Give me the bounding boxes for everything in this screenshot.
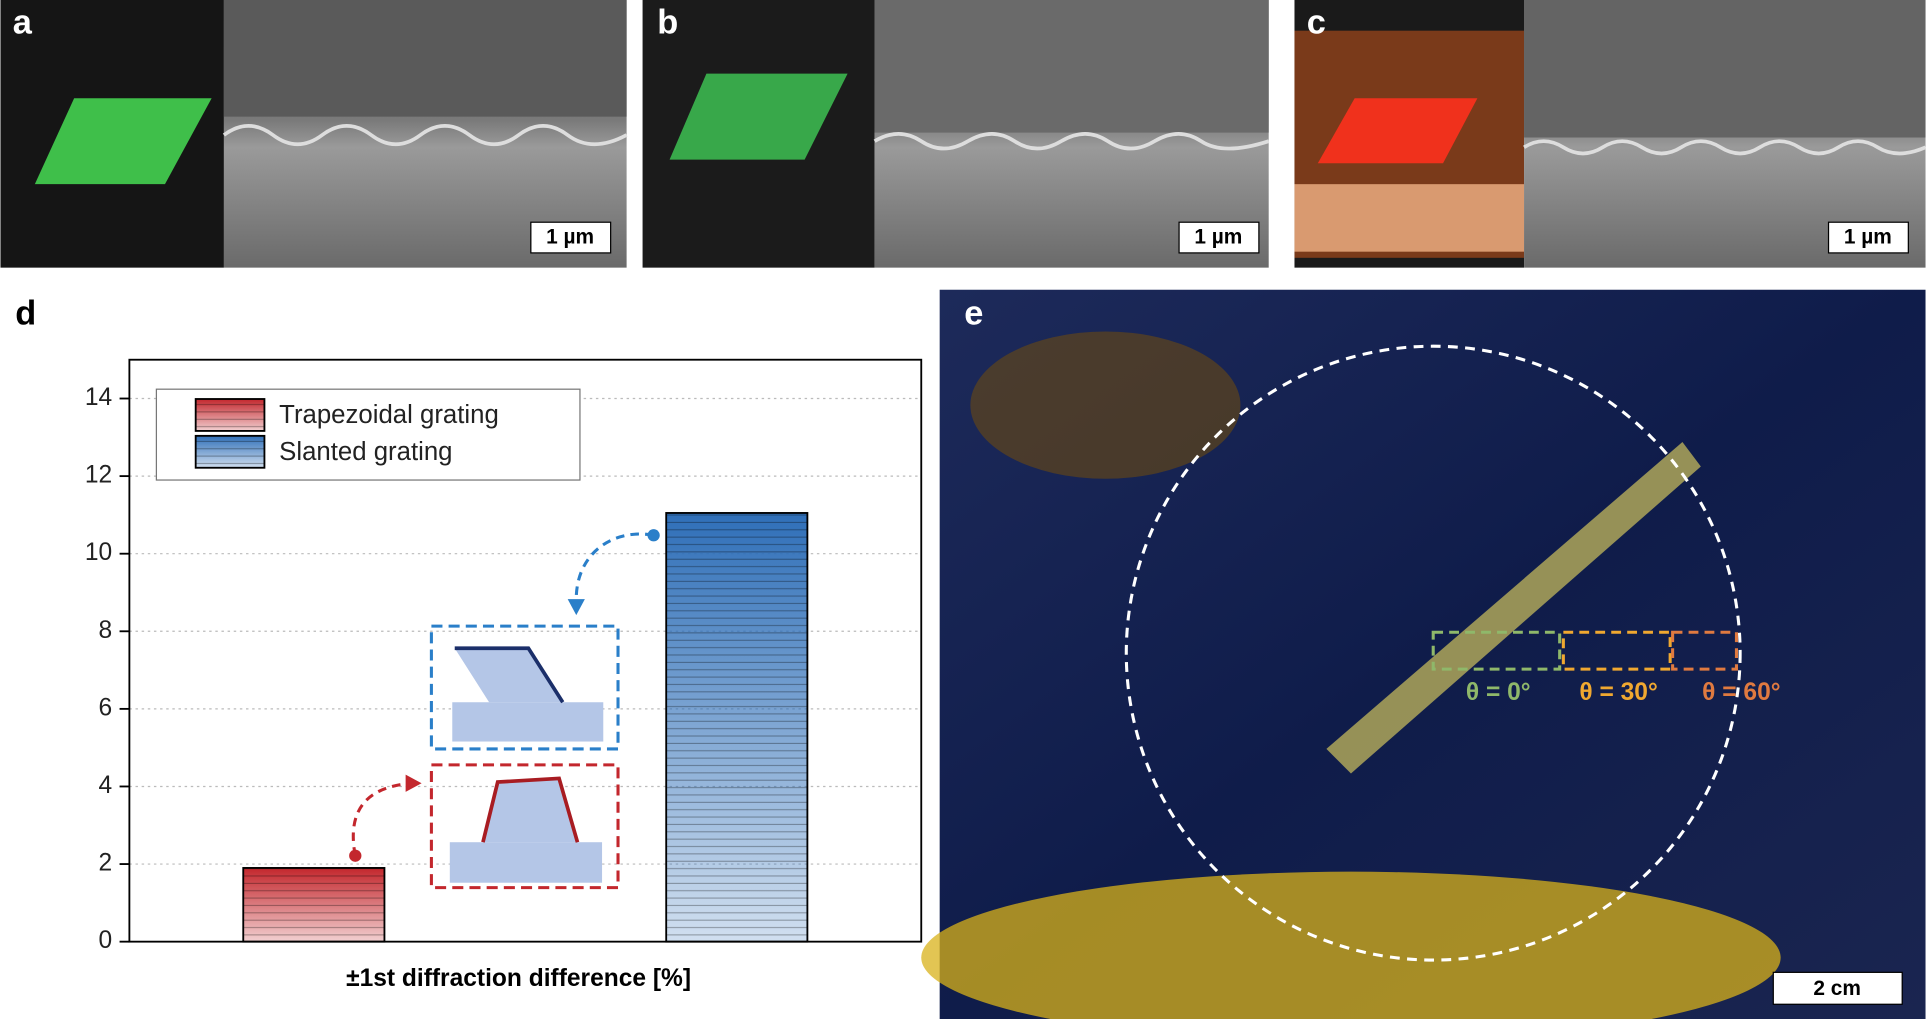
region-box — [1431, 630, 1562, 671]
panel-e: θ = 0° θ = 30° θ = 60° e 2 cm — [921, 289, 1926, 1019]
panel-c: c 1 µm — [1294, 0, 1926, 268]
panel-d: d ±1st diffraction difference [%] 0 2 4 6 8 1… — [15, 295, 923, 992]
scale-bar-box — [1772, 971, 1903, 1005]
y-tick-label: 8 — [99, 617, 113, 644]
hand — [970, 331, 1241, 479]
legend-label: Slanted grating — [279, 438, 452, 466]
sem-profile — [873, 131, 1270, 151]
profile-line — [454, 646, 565, 704]
arrow-dot — [349, 849, 362, 862]
arrowhead — [567, 599, 585, 616]
substrate — [449, 842, 603, 883]
grating-sample — [34, 98, 212, 185]
bar-stripes — [243, 867, 385, 942]
y-tick-label: 4 — [99, 772, 113, 799]
scale-bar: 1 µm — [1194, 226, 1242, 249]
inset-box — [429, 763, 620, 890]
y-tick-label: 2 — [99, 850, 113, 877]
scale-bar: 2 cm — [1813, 977, 1861, 1000]
sem-bg — [874, 0, 1269, 133]
sem-profile — [222, 124, 628, 147]
substrate — [452, 702, 604, 742]
bar-stripes — [666, 512, 808, 942]
legend-stripes — [195, 435, 265, 468]
legend-stripes — [195, 399, 265, 431]
angle-label: θ = 30° — [1579, 679, 1657, 706]
region-box — [1561, 630, 1672, 671]
wafer-outline — [1124, 344, 1742, 962]
y-tick-label: 14 — [85, 384, 112, 411]
panel-label: a — [13, 4, 33, 42]
region-box — [1671, 630, 1738, 671]
panel-label: c — [1307, 4, 1326, 42]
sem-bg — [1524, 0, 1926, 138]
y-tick-label: 12 — [85, 462, 112, 489]
angle-label: θ = 0° — [1466, 679, 1531, 706]
plot-frame — [128, 358, 923, 943]
scale-bar-box — [1178, 221, 1260, 254]
y-tick-label: 10 — [85, 539, 112, 566]
panel-label: e — [964, 295, 983, 333]
grating-sample — [1317, 98, 1478, 164]
inset-box — [429, 624, 620, 751]
y-tick-label: 0 — [99, 927, 113, 954]
hand — [921, 871, 1781, 1019]
profile-line — [481, 776, 580, 843]
scale-bar-box — [1827, 221, 1909, 254]
axis-title: ±1st diffraction difference [%] — [346, 965, 691, 992]
grating-sample — [669, 73, 848, 160]
panel-label: d — [15, 295, 36, 333]
film-light — [1294, 184, 1525, 252]
scale-bar-box — [530, 221, 612, 254]
arrow-dot — [647, 529, 660, 542]
panel-b: b 1 µm — [642, 0, 1270, 268]
scale-bar: 1 µm — [1844, 226, 1892, 249]
diffraction — [1326, 441, 1701, 774]
panel-a: a 1 µm — [0, 0, 628, 268]
insets — [349, 529, 660, 890]
sem-profile — [1523, 139, 1926, 156]
scale-bar: 1 µm — [546, 226, 594, 249]
trapezoid-profile — [482, 778, 578, 843]
y-tick-label: 6 — [99, 694, 113, 721]
legend-label: Trapezoidal grating — [279, 401, 499, 429]
sem-bg — [223, 0, 627, 117]
angle-label: θ = 60° — [1702, 679, 1780, 706]
arrow — [351, 781, 412, 857]
panel-label: b — [657, 4, 678, 42]
arrowhead — [405, 774, 422, 792]
